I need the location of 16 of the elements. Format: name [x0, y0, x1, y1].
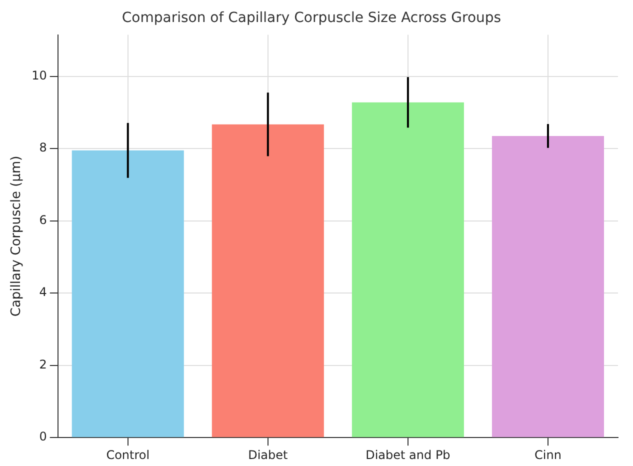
- y-tick-label: 6: [39, 212, 47, 227]
- bar: [352, 102, 464, 438]
- y-tick-label: 2: [39, 357, 47, 372]
- y-tick-label: 0: [39, 430, 47, 444]
- y-axis-title: Capillary Corpuscle (µm): [9, 156, 24, 317]
- bar: [212, 124, 324, 438]
- x-tick-label: Control: [106, 448, 150, 462]
- bar: [72, 150, 184, 438]
- bar: [492, 136, 604, 438]
- chart-title: Comparison of Capillary Corpuscle Size Across Groups: [122, 10, 502, 26]
- x-tick-label: Cinn: [534, 448, 562, 462]
- x-tick-label: Diabet and Pb: [366, 448, 450, 462]
- y-tick-label: 4: [39, 285, 47, 300]
- y-tick-label: 8: [39, 140, 47, 155]
- y-tick-label: 10: [32, 68, 47, 82]
- x-tick-label: Diabet: [248, 448, 288, 462]
